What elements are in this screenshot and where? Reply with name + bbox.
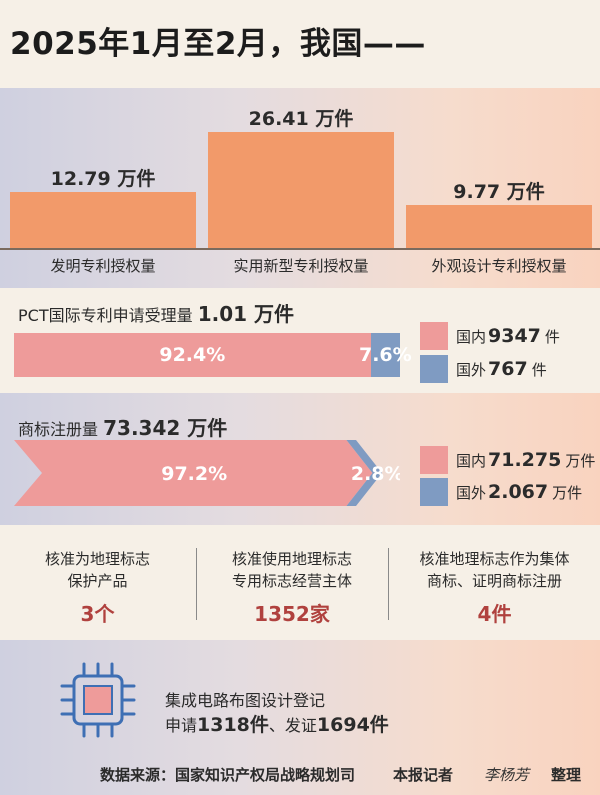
- footer-end: 整理: [551, 766, 582, 784]
- pct-foreign-segment: 7.6%: [359, 333, 412, 377]
- geo-line: 商标、证明商标注册: [426, 572, 562, 590]
- geo-line: 保护产品: [67, 572, 128, 590]
- pct-stacked-bar: 92.4% 7.6%: [14, 333, 412, 377]
- geo-item-products: 核准为地理标志 保护产品 3个: [0, 548, 195, 627]
- pct-title-value: 1.01 万件: [197, 302, 295, 326]
- bar-2: [406, 205, 592, 248]
- legend-unit: 件: [544, 327, 560, 346]
- bar-1: [208, 132, 394, 248]
- legend-swatch-foreign: [420, 478, 448, 506]
- trademark-legend-foreign: 国外 2.067 万件: [420, 478, 582, 506]
- reporter-signature: 李杨芳: [484, 766, 530, 784]
- legend-swatch-domestic: [420, 322, 448, 350]
- bar-value-label: 12.79 万件: [50, 167, 156, 190]
- geo-line: 核准为地理标志: [44, 550, 150, 568]
- pct-title-prefix: PCT国际专利申请受理量: [18, 306, 193, 325]
- legend-value: 9347: [488, 325, 541, 347]
- pct-legend-foreign: 国外 767 件: [420, 355, 547, 383]
- chip-icon: [60, 662, 136, 738]
- bar-0: [10, 191, 196, 248]
- legend-swatch-domestic: [420, 446, 448, 474]
- ic-apply-value: 1318件: [197, 714, 269, 736]
- legend-swatch-foreign: [420, 355, 448, 383]
- legend-unit: 件: [531, 360, 547, 379]
- footer-reporter: 本报记者: [393, 766, 454, 784]
- legend-label: 国外: [456, 360, 487, 379]
- bar-value-label: 26.41 万件: [248, 108, 354, 130]
- divider: [388, 548, 389, 620]
- bar-category-label: 外观设计专利授权量: [431, 257, 567, 275]
- legend-value: 2.067: [488, 481, 549, 503]
- trademark-foreign-segment: [346, 440, 382, 506]
- geo-value: 3个: [80, 602, 115, 626]
- geo-line: 专用标志经营主体: [231, 572, 352, 590]
- trademark-domestic-label: 97.2%: [161, 463, 227, 485]
- legend-label: 国内: [456, 327, 487, 346]
- pct-title: PCT国际专利申请受理量 1.01 万件: [18, 298, 294, 327]
- trademark-foreign-label: 2.8%: [351, 463, 400, 485]
- ic-title: 集成电路布图设计登记: [165, 691, 326, 710]
- geo-value: 1352家: [254, 602, 330, 626]
- legend-label: 国内: [456, 451, 487, 470]
- trademark-title-prefix: 商标注册量: [18, 420, 99, 439]
- geo-item-trademarks: 核准地理标志作为集体 商标、证明商标注册 4件: [389, 548, 600, 627]
- geo-line: 核准使用地理标志: [231, 550, 352, 568]
- geo-section: [0, 525, 600, 640]
- legend-label: 国外: [456, 483, 487, 502]
- chart-baseline: [0, 248, 600, 250]
- ic-section: [0, 640, 600, 795]
- trademark-title-value: 73.342 万件: [103, 416, 228, 440]
- bar-category-label: 发明专利授权量: [50, 257, 156, 275]
- legend-value: 767: [488, 358, 528, 380]
- legend-unit: 万件: [552, 483, 583, 502]
- legend-unit: 万件: [565, 451, 596, 470]
- title-bar: 2025年1月至2月，我国——: [0, 0, 600, 88]
- legend-value: 71.275: [488, 449, 562, 471]
- trademark-title: 商标注册量 73.342 万件: [18, 412, 227, 441]
- trademark-legend-domestic: 国内 71.275 万件: [420, 446, 595, 474]
- pct-legend-domestic: 国内 9347 件: [420, 322, 560, 350]
- geo-line: 核准地理标志作为集体: [419, 550, 570, 568]
- footer-source: 数据来源：国家知识产权局战略规划司: [100, 766, 356, 784]
- bar-value-label: 9.77 万件: [453, 181, 545, 204]
- geo-item-operators: 核准使用地理标志 专用标志经营主体 1352家: [197, 548, 387, 627]
- pct-domestic-segment: 92.4%: [14, 333, 371, 377]
- geo-value: 4件: [477, 602, 512, 626]
- trademark-domestic-segment: [14, 440, 373, 506]
- bar-category-label: 实用新型专利授权量: [233, 257, 369, 275]
- ic-grant-label: 、发证: [268, 716, 317, 735]
- ic-stats: 申请1318件、发证1694件: [165, 710, 389, 737]
- ic-apply-label: 申请: [165, 716, 198, 735]
- trademark-arrow-bar: 97.2% 2.8%: [14, 440, 400, 506]
- ic-grant-value: 1694件: [316, 714, 389, 736]
- page-title: 2025年1月至2月，我国——: [10, 26, 426, 62]
- divider: [196, 548, 197, 620]
